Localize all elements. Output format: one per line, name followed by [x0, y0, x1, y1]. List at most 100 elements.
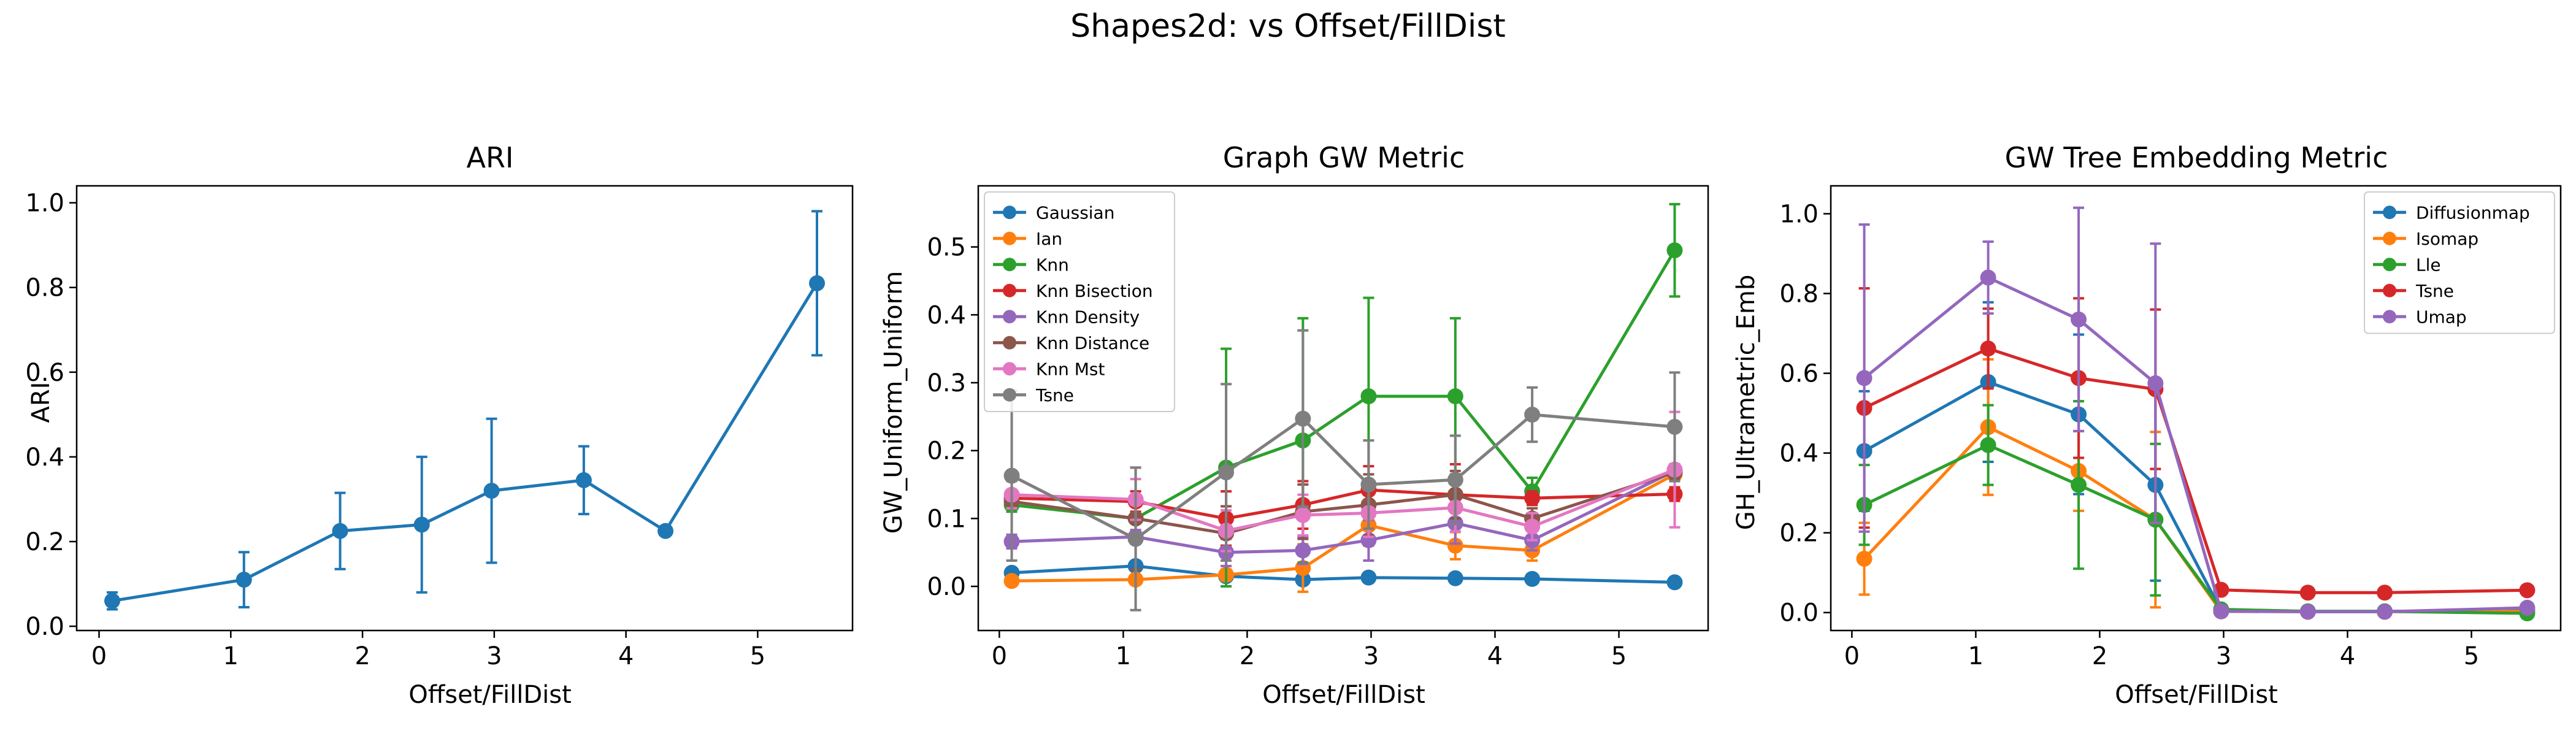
data-point	[1856, 370, 1873, 386]
series-gaussian	[1003, 558, 1683, 591]
y-tick-label: 0.1	[927, 505, 966, 533]
legend: Gaussian Ian Knn Knn Bisection Knn Density Kn…	[984, 191, 1175, 412]
legend-marker	[1003, 205, 1016, 220]
plot-frame	[1830, 185, 2562, 632]
y-axis-label: ARI	[27, 382, 55, 423]
data-point	[483, 483, 500, 499]
data-point	[332, 523, 348, 539]
y-tick-label: 0.8	[25, 274, 64, 302]
data-point	[1980, 340, 1996, 357]
legend-box	[2364, 191, 2555, 334]
series-line	[1011, 468, 1676, 532]
series-0	[104, 210, 826, 611]
legend-marker	[1003, 362, 1016, 376]
x-tick-label: 0	[992, 642, 1007, 670]
y-tick-label: 0.4	[25, 443, 64, 472]
gw-tree-embedding-panel: GW Tree Embedding Metric Offset/FillDist…	[1732, 141, 2562, 709]
data-point	[2071, 311, 2087, 328]
x-tick-label: 5	[1611, 642, 1627, 670]
legend-marker	[1003, 388, 1016, 402]
y-tick-label: 0.2	[1779, 519, 1819, 548]
x-tick-label: 3	[486, 642, 502, 670]
x-axis-label: Offset/FillDist	[408, 681, 572, 709]
series-line	[112, 282, 819, 603]
data-point	[236, 572, 252, 588]
data-point	[1524, 490, 1541, 507]
data-point	[2299, 585, 2316, 601]
data-point	[1127, 531, 1144, 547]
y-tick-label: 0.2	[25, 528, 64, 556]
data-point	[2299, 604, 2316, 620]
y-tick-label: 0.8	[1779, 280, 1819, 309]
series-line	[1011, 564, 1675, 584]
data-point	[809, 275, 826, 291]
legend-marker	[1003, 335, 1016, 350]
y-tick-label: 0.6	[1779, 360, 1819, 388]
data-point	[1447, 570, 1463, 586]
y-tick-label: 0.4	[927, 301, 966, 329]
data-point	[1666, 418, 1683, 435]
plot-frame	[977, 185, 1709, 632]
y-tick-label: 0.2	[927, 437, 966, 466]
data-point	[2377, 585, 2393, 601]
legend-marker	[2383, 283, 2396, 297]
panel-title: GW Tree Embedding Metric	[2005, 141, 2388, 174]
data-point	[1295, 410, 1311, 427]
legend-marker	[1003, 231, 1016, 245]
y-tick-label: 0.0	[1779, 599, 1819, 627]
data-point	[1360, 477, 1377, 493]
x-tick-label: 5	[2464, 642, 2479, 670]
data-point	[2147, 375, 2164, 391]
legend-marker	[1003, 310, 1016, 324]
legend-marker	[2383, 258, 2396, 272]
legend: Diffusionmap Isomap Lle Tsne Umap	[2364, 191, 2555, 334]
legend-label: Gaussian	[1036, 202, 1114, 223]
y-tick-label: 0.0	[25, 613, 64, 641]
series-line	[1011, 413, 1675, 541]
legend-label: Lle	[2416, 255, 2441, 275]
data-point	[1218, 464, 1235, 481]
legend-label: Umap	[2416, 307, 2467, 327]
x-tick-label: 0	[1844, 642, 1860, 670]
x-tick-label: 3	[1363, 642, 1379, 670]
data-point	[1360, 388, 1377, 405]
y-tick-label: 1.0	[1779, 201, 1819, 229]
series-line	[1863, 276, 2528, 613]
legend-label: Knn Mst	[1036, 359, 1105, 379]
legend-label: Isomap	[2416, 229, 2478, 249]
data-point	[2071, 477, 2087, 493]
legend-label: Knn Density	[1036, 307, 1140, 327]
data-point	[1003, 467, 1020, 484]
legend-label: Knn Bisection	[1036, 281, 1153, 301]
series-line	[1011, 249, 1676, 520]
data-point	[413, 516, 430, 533]
data-point	[2519, 582, 2536, 599]
x-tick-label: 2	[2092, 642, 2107, 670]
data-point	[1980, 269, 1996, 286]
x-tick-label: 2	[355, 642, 370, 670]
y-tick-label: 1.0	[25, 190, 64, 218]
x-tick-label: 1	[1116, 642, 1131, 670]
x-tick-label: 1	[223, 642, 239, 670]
legend-marker	[2383, 231, 2396, 245]
plot-frame	[75, 185, 854, 632]
y-axis-label: GW_Uniform_Uniform	[880, 271, 908, 534]
data-point	[1360, 569, 1377, 586]
legend-label: Ian	[1036, 229, 1062, 249]
data-point	[1980, 437, 1996, 453]
x-axis-label: Offset/FillDist	[1262, 681, 1425, 709]
x-tick-label: 5	[750, 642, 765, 670]
x-tick-label: 2	[1240, 642, 1255, 670]
data-point	[1666, 574, 1683, 591]
series-line	[1011, 470, 1676, 535]
x-tick-label: 4	[618, 642, 634, 670]
x-tick-label: 1	[1968, 642, 1984, 670]
legend-label: Tsne	[2415, 281, 2454, 301]
series-line	[1863, 347, 2528, 594]
data-point	[657, 523, 674, 539]
legend-marker	[1003, 283, 1016, 297]
data-point	[1524, 518, 1541, 535]
legend-marker	[2383, 310, 2396, 324]
